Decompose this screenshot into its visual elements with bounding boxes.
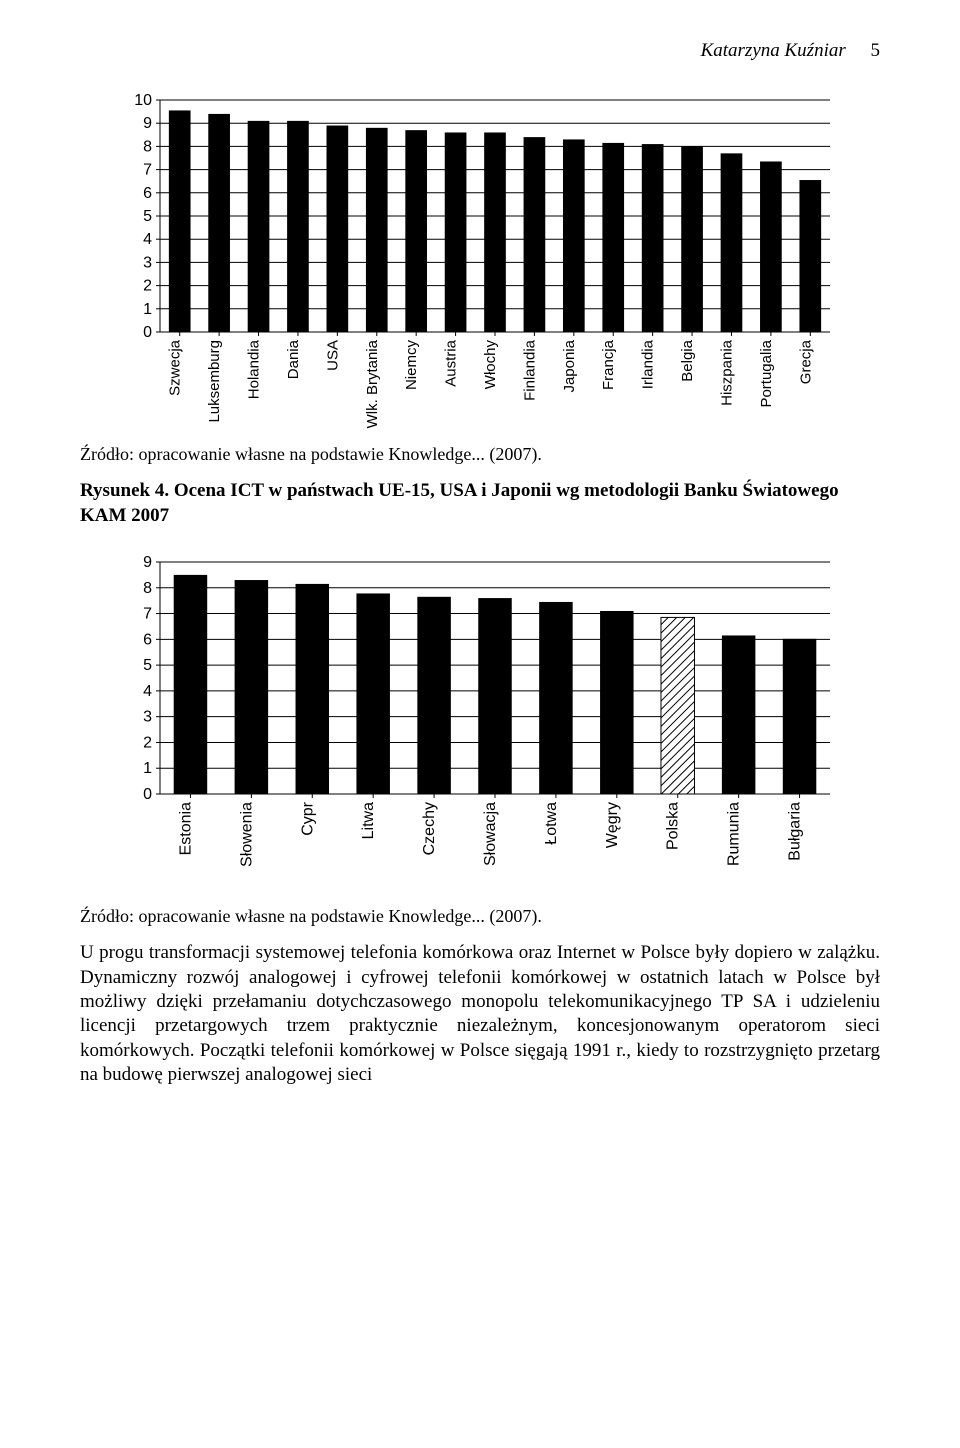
bar	[445, 132, 467, 332]
svg-text:7: 7	[143, 162, 152, 179]
svg-text:9: 9	[143, 115, 152, 132]
figure-1-text: Ocena ICT w państwach UE-15, USA i Japon…	[80, 480, 839, 526]
bar	[356, 594, 390, 795]
svg-text:5: 5	[143, 208, 152, 225]
figure-1-caption: Rysunek 4. Ocena ICT w państwach UE-15, …	[80, 479, 880, 528]
svg-text:3: 3	[143, 254, 152, 271]
body-paragraph: U progu transformacji systemowej telefon…	[80, 941, 880, 1087]
svg-text:4: 4	[143, 231, 152, 248]
svg-text:0: 0	[143, 786, 152, 803]
category-label: Belgia	[679, 339, 696, 381]
category-label: Wlk. Brytania	[364, 339, 381, 428]
bar	[174, 575, 208, 794]
category-label: Niemcy	[403, 340, 420, 391]
bar	[563, 139, 585, 332]
bar	[642, 144, 664, 332]
category-label: Hiszpania	[718, 339, 735, 406]
category-label: Estonia	[177, 802, 194, 855]
category-label: Cypr	[299, 802, 316, 836]
bar	[287, 121, 309, 332]
bar	[539, 602, 573, 794]
bar	[327, 126, 349, 332]
bar	[248, 121, 270, 332]
bar	[602, 143, 624, 332]
chart-1-container: 0 1 2 3 4 5 6 7 8 9 10 Szwecja Luksemburg Holandia Dan…	[120, 92, 880, 432]
svg-text:6: 6	[143, 632, 152, 649]
svg-text:3: 3	[143, 709, 152, 726]
category-label: Słowacja	[482, 802, 499, 866]
category-label: Holandia	[246, 339, 263, 399]
bar	[600, 611, 634, 794]
svg-text:2: 2	[143, 735, 152, 752]
category-label: Finlandia	[521, 339, 538, 401]
category-label: Łotwa	[543, 802, 560, 845]
svg-text:2: 2	[143, 278, 152, 295]
bar	[760, 161, 782, 332]
bar	[235, 580, 269, 794]
chart-2-source: Źródło: opracowanie własne na podstawie …	[80, 906, 880, 927]
chart-2: 0 1 2 3 4 5 6 7 8 9 Estonia Słowenia Cypr Litwa Czechy…	[120, 554, 840, 894]
category-label: Szwecja	[167, 339, 184, 396]
bar	[296, 584, 330, 794]
bar	[208, 114, 230, 332]
chart-1: 0 1 2 3 4 5 6 7 8 9 10 Szwecja Luksemburg Holandia Dan…	[120, 92, 840, 432]
category-label: Austria	[443, 339, 460, 386]
category-label: Grecja	[797, 339, 814, 384]
bar	[478, 598, 512, 794]
bar	[799, 180, 821, 332]
svg-text:5: 5	[143, 657, 152, 674]
category-label: Dania	[285, 339, 302, 379]
bar	[169, 110, 191, 332]
category-label: USA	[324, 340, 341, 371]
bar	[484, 132, 506, 332]
running-head: Katarzyna Kuźniar 5	[80, 40, 880, 62]
bar	[524, 137, 546, 332]
svg-text:0: 0	[143, 324, 152, 341]
bar	[722, 636, 756, 795]
author-name: Katarzyna Kuźniar	[701, 40, 846, 61]
figure-1-label: Rysunek 4.	[80, 480, 169, 501]
category-label: Czechy	[421, 802, 438, 855]
chart-1-source: Źródło: opracowanie własne na podstawie …	[80, 444, 880, 465]
bar	[366, 128, 388, 332]
svg-text:1: 1	[143, 761, 152, 778]
svg-text:8: 8	[143, 138, 152, 155]
category-label: Włochy	[482, 340, 499, 390]
category-label: Litwa	[360, 802, 377, 839]
bar	[681, 146, 703, 332]
bar	[721, 153, 743, 332]
category-label: Portugalia	[758, 339, 775, 407]
bar	[783, 639, 817, 794]
category-label: Luksemburg	[206, 340, 223, 423]
category-label: Japonia	[561, 339, 578, 392]
category-label: Rumunia	[726, 802, 743, 866]
bar	[405, 130, 427, 332]
svg-text:1: 1	[143, 301, 152, 318]
svg-text:7: 7	[143, 606, 152, 623]
category-label: Polska	[665, 802, 682, 850]
svg-text:9: 9	[143, 554, 152, 571]
bar	[661, 618, 695, 795]
category-label: Irlandia	[640, 339, 657, 389]
svg-text:6: 6	[143, 185, 152, 202]
category-label: Francja	[600, 339, 617, 390]
category-label: Węgry	[604, 802, 621, 848]
svg-text:8: 8	[143, 580, 152, 597]
category-label: Słowenia	[238, 802, 255, 867]
svg-text:4: 4	[143, 683, 152, 700]
chart-2-container: 0 1 2 3 4 5 6 7 8 9 Estonia Słowenia Cypr Litwa Czechy…	[120, 554, 880, 894]
bar	[417, 597, 451, 794]
category-label: Bułgaria	[787, 802, 804, 861]
page-number: 5	[871, 40, 881, 62]
svg-text:10: 10	[134, 92, 152, 109]
